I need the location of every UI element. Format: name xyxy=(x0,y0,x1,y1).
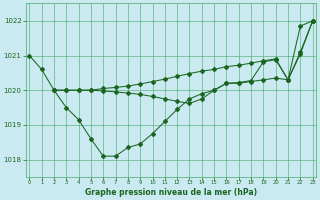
X-axis label: Graphe pression niveau de la mer (hPa): Graphe pression niveau de la mer (hPa) xyxy=(85,188,257,197)
